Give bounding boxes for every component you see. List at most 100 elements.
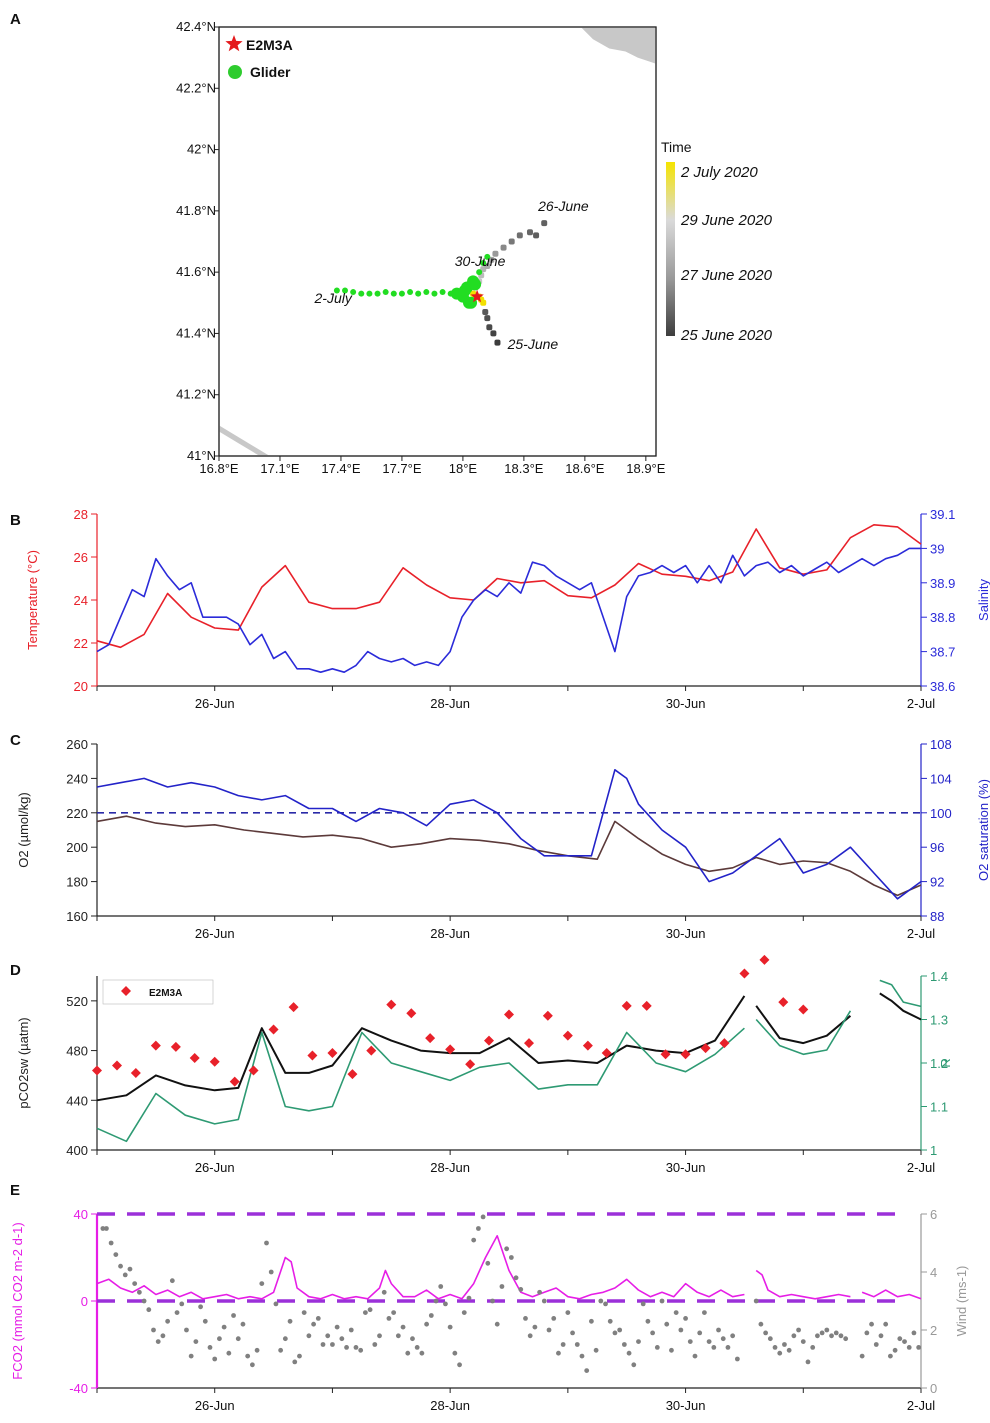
panel-a-map: 16.8°E 17.1°E 17.4°E 17.7°E 18°E 18.3°E 18.6°E… (176, 19, 772, 476)
glider-point (484, 253, 491, 260)
wind-speed-point (859, 1353, 865, 1359)
wind-speed-point (433, 1298, 439, 1304)
wind-speed-point (169, 1278, 175, 1284)
oxygen-saturation-line (96, 769, 922, 900)
e2m3a-pco2-point (601, 1048, 612, 1059)
wind-speed-point (353, 1345, 359, 1350)
wind-speed-point (268, 1269, 274, 1275)
wind-speed-point (650, 1330, 656, 1336)
wind-speed-point (400, 1324, 406, 1330)
right-y-tick-label: 88 (930, 909, 944, 924)
glider-point (333, 287, 340, 294)
right-y-tick-label: 1.3 (930, 1013, 948, 1028)
glider-point (439, 289, 446, 296)
e2m3a-pco2-point (483, 1035, 494, 1046)
glider-point (342, 287, 349, 294)
wind-speed-point (645, 1318, 651, 1324)
x-tick-label: 2-Jul (907, 696, 935, 711)
right-y-tick-label: 38.9 (930, 576, 955, 591)
x-tick-label: 28-Jun (430, 1398, 470, 1413)
e2m3a-pco2-point (562, 1030, 573, 1041)
wind-speed-point (155, 1339, 161, 1344)
wind-speed-point (184, 1327, 189, 1333)
glider-point (467, 275, 480, 288)
wind-speed-point (104, 1226, 109, 1231)
glider-point (382, 289, 389, 296)
left-y-tick-label: 24 (74, 593, 88, 608)
wind-speed-point (683, 1316, 688, 1321)
wind-speed-point (551, 1316, 557, 1321)
x-tick-label: 26-Jun (195, 696, 235, 711)
wind-speed-point (878, 1333, 884, 1339)
wind-speed-point (777, 1350, 783, 1356)
x-tick-label: 18.9°E (626, 461, 666, 476)
left-y-tick-label: 260 (66, 737, 88, 752)
e2m3a-pco2-point (170, 1041, 181, 1052)
fco2-line (96, 1235, 745, 1300)
colorbar-label: 2 July 2020 (680, 164, 758, 181)
panel-letter-d: D (10, 962, 21, 979)
e2m3a-pco2-point (465, 1059, 476, 1070)
left-axis-label: O2 (µmol/kg) (16, 792, 31, 867)
right-axis-label: Wind (ms-1) (954, 1266, 969, 1337)
wind-speed-point (202, 1318, 208, 1324)
right-y-tick-label: 38.8 (930, 610, 955, 625)
e2m3a-pco2-point (327, 1048, 338, 1059)
mooring-time-point (490, 330, 497, 337)
legend-diamond-icon (121, 986, 131, 996)
wind-speed-point (278, 1347, 284, 1353)
e2m3a-pco2-point (759, 954, 770, 965)
wind-speed-point (869, 1321, 874, 1327)
left-y-tick-label: 200 (66, 840, 88, 855)
wind-speed-point (589, 1318, 594, 1324)
right-y-tick-label: 108 (930, 737, 952, 752)
mooring-time-point (484, 263, 491, 270)
panel-c-oxygen: 26-Jun 28-Jun 30-Jun 2-Jul 260 240 220 200 180 16… (16, 737, 990, 941)
wind-speed-point (297, 1353, 302, 1359)
wind-speed-point (438, 1284, 444, 1289)
x-tick-label: 2-Jul (907, 1398, 935, 1413)
wind-speed-point (320, 1342, 326, 1347)
e2m3a-pco2-point (347, 1069, 358, 1080)
e2m3a-pco2-point (680, 1049, 691, 1060)
wind-speed-point (217, 1336, 222, 1342)
wind-speed-point (165, 1318, 171, 1324)
e2m3a-pco2-point (425, 1033, 436, 1044)
wind-speed-point (864, 1330, 870, 1336)
right-y-tick-label: 96 (930, 840, 944, 855)
right-y-tick-label: 6 (930, 1207, 937, 1222)
wind-speed-point (654, 1345, 660, 1350)
y-tick-label: 41.6°N (176, 264, 216, 279)
track-date-annotation: 25-June (507, 336, 559, 352)
wind-speed-point (325, 1333, 331, 1339)
mooring-time-point (533, 232, 540, 239)
e2m3a-pco2-point (209, 1056, 220, 1067)
wind-speed-point (419, 1350, 425, 1356)
wind-speed-point (791, 1333, 797, 1339)
wind-speed-point (833, 1330, 839, 1336)
wind-speed-point (612, 1330, 618, 1336)
wind-speed-point (664, 1321, 670, 1327)
e2m3a-pco2-point (307, 1050, 318, 1061)
x-tick-label: 17.1°E (260, 461, 300, 476)
wind-speed-point (883, 1321, 889, 1327)
left-y-tick-label: 20 (74, 679, 88, 694)
wind-speed-point (546, 1327, 552, 1333)
wind-speed-point (207, 1345, 213, 1350)
wind-speed-point (541, 1298, 547, 1304)
wind-speed-point (887, 1353, 893, 1359)
wind-speed-point (188, 1353, 194, 1359)
wind-speed-point (273, 1301, 279, 1307)
wind-speed-point (706, 1339, 712, 1344)
mooring-time-point (500, 244, 507, 251)
e2m3a-pco2-point (504, 1009, 514, 1020)
wind-speed-point (626, 1350, 632, 1356)
mooring-time-point (484, 315, 491, 322)
map-frame (218, 26, 657, 457)
y-tick-label: 41°N (187, 448, 216, 463)
panel-letter-a: A (10, 11, 21, 28)
wind-speed-point (730, 1333, 736, 1339)
wind-speed-point (367, 1307, 373, 1313)
e2m3a-pco2-point (445, 1044, 456, 1055)
wind-speed-point (786, 1347, 792, 1353)
